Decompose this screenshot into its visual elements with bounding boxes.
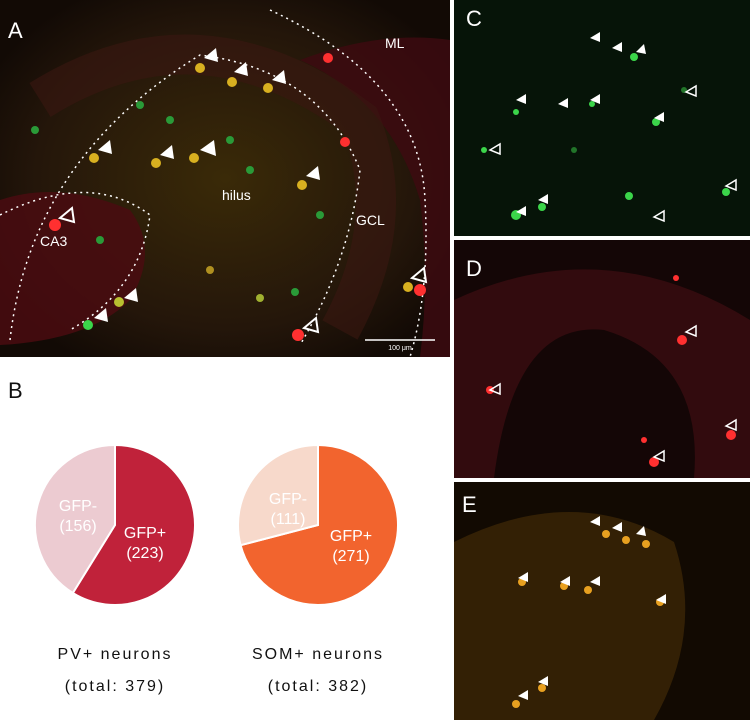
pie-slice-gfp-neg [237, 443, 319, 547]
pie-pv-neg-label: GFP- [59, 498, 97, 515]
pie-chart-pv: GFP- (156) GFP+ (223) [30, 440, 200, 610]
region-label-ml: ML [385, 35, 405, 51]
panel-label-c: C [466, 6, 482, 31]
region-label-ca3: CA3 [40, 233, 67, 249]
open-arrowheads [57, 206, 428, 334]
pie-som-pos-label: GFP+ [330, 528, 372, 545]
cells-green [31, 101, 324, 330]
pie-pv-pos-value: (223) [126, 545, 163, 562]
panel-label-d: D [466, 256, 482, 281]
pie-som-caption: SOM+ neurons [251, 646, 385, 663]
pie-slice-gfp-neg [34, 443, 116, 595]
pie-pv-pos-label: GFP+ [124, 525, 166, 542]
panel-e-micrograph: E [454, 482, 750, 720]
pie-slice-gfp-pos [71, 443, 196, 606]
panel-d-micrograph: D [454, 240, 750, 478]
pie-som-total: (total: 382) [267, 678, 369, 695]
panel-label-b: B [8, 378, 23, 403]
pie-som-slices [237, 443, 399, 606]
region-label-gcl: GCL [356, 212, 385, 228]
panel-c-micrograph: C [454, 0, 750, 236]
pie-pv-caption: PV+ neurons [57, 646, 173, 663]
panel-label-a: A [8, 18, 23, 43]
pie-chart-som: GFP- (111) GFP+ (271) [233, 440, 403, 610]
pie-pv-neg-value: (156) [59, 518, 96, 535]
cells-red [49, 53, 426, 341]
panel-a-image: 100 μm ML hilus GCL CA3 [0, 0, 450, 357]
filled-arrowheads [94, 48, 320, 322]
pie-slice-gfp-pos [239, 443, 399, 606]
pie-som-neg-label: GFP- [269, 491, 307, 508]
pie-pv-total: (total: 379) [64, 678, 166, 695]
pie-pv-slices [34, 443, 196, 606]
region-label-hilus: hilus [222, 187, 251, 203]
pie-som-neg-value: (111) [271, 511, 306, 528]
pie-som-pos-value: (271) [332, 548, 369, 565]
scale-bar-label: 100 μm [388, 345, 412, 352]
panel-a-micrograph: 100 μm ML hilus GCL CA3 A [0, 0, 450, 357]
panel-label-e: E [462, 492, 477, 517]
cells-yellow [89, 63, 413, 307]
